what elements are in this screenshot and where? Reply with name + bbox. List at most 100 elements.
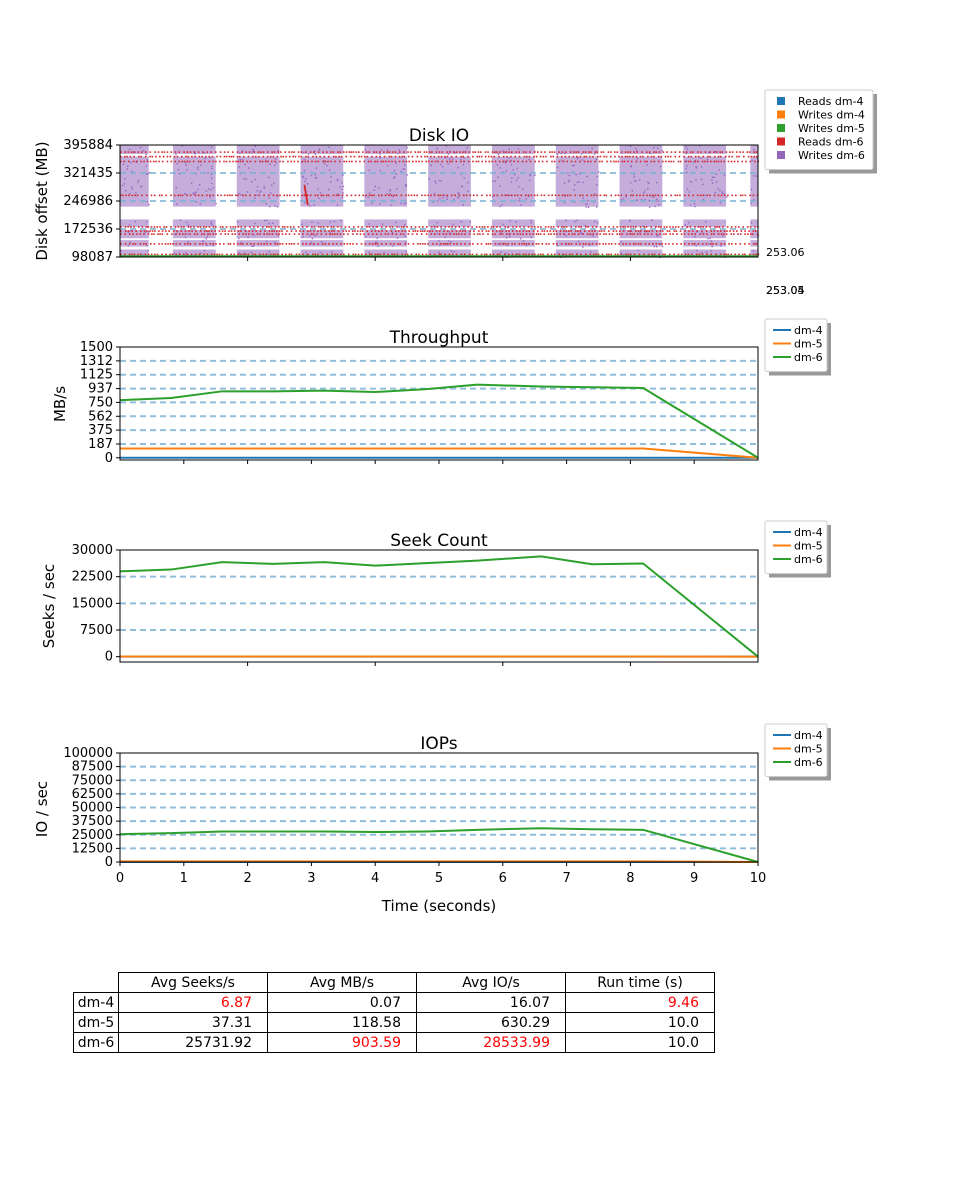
read-point-dm6	[187, 155, 190, 158]
read-point-dm6	[425, 253, 428, 256]
read-point-dm6	[514, 194, 516, 197]
read-point-dm6	[277, 253, 279, 256]
read-point-dm6	[335, 155, 337, 158]
write-point-dm6	[329, 232, 331, 234]
read-point-dm6	[313, 151, 315, 153]
write-point-dm6	[694, 205, 696, 208]
read-point-dm6	[476, 194, 478, 197]
read-point-dm6	[745, 160, 747, 163]
read-point-dm6	[361, 253, 363, 256]
read-point-dm6	[613, 151, 616, 153]
read-point-dm6	[325, 194, 328, 197]
read-point-dm6	[676, 233, 678, 235]
read-point-dm6	[374, 160, 376, 163]
read-point-dm6	[645, 226, 648, 228]
read-point-dm6	[532, 230, 535, 232]
read-point-dm6	[568, 243, 570, 245]
write-point-dm6	[368, 169, 370, 172]
read-point-dm6	[697, 155, 700, 158]
read-point-dm6	[528, 243, 530, 245]
read-point-dm6	[398, 151, 401, 153]
read-point-dm6	[648, 230, 650, 232]
seek-count-legend[interactable]: dm-4dm-5dm-6	[764, 520, 831, 578]
read-point-dm6	[653, 160, 656, 163]
write-point-dm6	[444, 157, 447, 159]
read-point-dm6	[632, 155, 634, 158]
table-cell: 28533.99	[416, 1032, 566, 1053]
throughput-legend[interactable]: dm-4dm-5dm-6	[764, 318, 831, 376]
read-point-dm6	[271, 230, 273, 232]
iops-legend[interactable]: dm-4dm-5dm-6	[764, 723, 831, 781]
read-point-dm6	[305, 155, 307, 158]
read-point-dm6	[460, 253, 463, 256]
read-point-dm6	[360, 155, 363, 158]
read-point-dm6	[345, 155, 348, 158]
read-point-dm6	[431, 160, 433, 163]
read-point-dm6	[547, 226, 550, 228]
read-point-dm6	[612, 230, 615, 232]
write-point-dm6	[639, 231, 641, 233]
read-point-dm6	[639, 233, 642, 235]
write-point-dm6	[315, 167, 318, 169]
write-point-dm6	[147, 249, 149, 252]
write-point-dm6	[305, 251, 307, 254]
read-point-dm6	[562, 160, 565, 163]
read-point-dm6	[171, 253, 174, 256]
write-band-dm6	[683, 249, 727, 257]
write-point-dm6	[313, 204, 315, 206]
read-point-dm6	[553, 233, 556, 235]
read-point-dm6	[410, 226, 413, 228]
write-point-dm6	[381, 223, 384, 225]
read-point-dm6	[179, 194, 182, 197]
read-point-dm6	[253, 226, 255, 228]
read-point-dm6	[430, 233, 433, 235]
read-point-dm6	[403, 155, 406, 158]
write-point-dm6	[210, 173, 213, 176]
read-point-dm6	[741, 194, 744, 197]
write-point-dm6	[256, 190, 259, 192]
write-point-dm6	[633, 176, 635, 178]
read-point-dm6	[155, 160, 157, 163]
read-point-dm6	[151, 155, 154, 158]
write-point-dm6	[752, 199, 755, 201]
write-point-dm6	[428, 178, 430, 180]
write-point-dm6	[595, 206, 598, 208]
write-point-dm6	[504, 162, 507, 164]
write-point-dm6	[448, 231, 450, 233]
write-point-dm6	[207, 172, 209, 174]
read-point-dm6	[133, 151, 135, 153]
write-point-dm6	[708, 243, 710, 245]
read-point-dm6	[687, 253, 690, 256]
write-band-dm6	[120, 240, 149, 247]
read-point-dm6	[139, 243, 142, 245]
write-point-dm6	[405, 251, 408, 253]
read-point-dm6	[407, 194, 410, 197]
read-point-dm6	[560, 243, 563, 245]
read-point-dm6	[558, 160, 561, 163]
read-point-dm6	[563, 230, 565, 232]
read-point-dm6	[643, 226, 646, 228]
read-point-dm6	[201, 243, 204, 245]
read-point-dm6	[614, 155, 616, 158]
write-point-dm6	[252, 245, 255, 247]
read-point-dm6	[229, 243, 232, 245]
write-point-dm6	[573, 201, 576, 203]
write-point-dm6	[204, 157, 206, 160]
read-point-dm6	[498, 243, 501, 245]
read-point-dm6	[278, 230, 281, 232]
read-point-dm6	[363, 155, 366, 158]
write-point-dm6	[721, 191, 724, 193]
read-point-dm6	[670, 151, 673, 153]
write-point-dm6	[310, 241, 313, 244]
read-point-dm6	[511, 230, 514, 232]
read-point-dm6	[483, 226, 486, 228]
read-point-dm6	[307, 155, 310, 158]
read-point-dm6	[493, 155, 496, 158]
read-point-dm6	[710, 253, 712, 256]
read-point-dm6	[242, 155, 245, 158]
write-point-dm6	[576, 219, 578, 222]
read-point-dm6	[605, 194, 608, 197]
write-point-dm6	[514, 221, 517, 223]
